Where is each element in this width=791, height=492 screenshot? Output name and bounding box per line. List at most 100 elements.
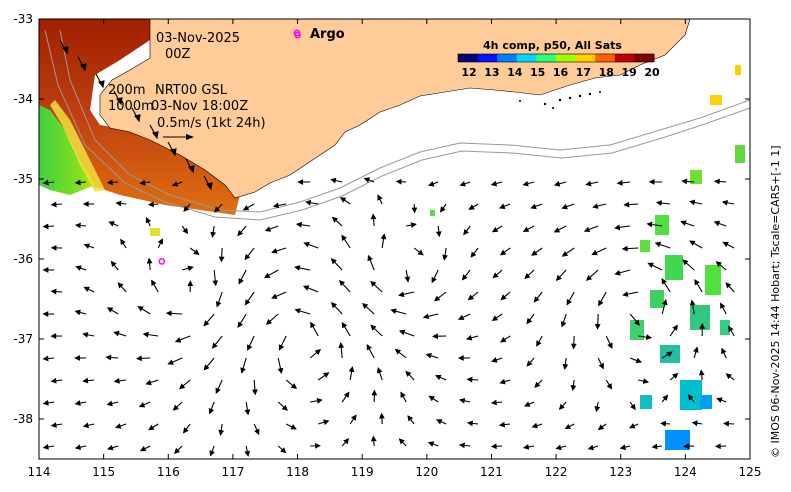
current-arrow-head (398, 329, 406, 336)
colorbar-frame (457, 53, 655, 63)
vector-scale-label: 0.5m/s (1kt 24h) (157, 116, 266, 131)
current-arrow-head (585, 274, 593, 281)
current-arrow-head (211, 342, 218, 349)
x-tick-label: 125 (739, 465, 762, 479)
colorbar-tick-label: 17 (576, 66, 591, 79)
current-arrow-head (560, 321, 567, 328)
current-arrow-head (182, 427, 189, 434)
current-arrow-head (457, 355, 464, 361)
current-arrow-head (330, 302, 337, 309)
y-tick-label: -35 (13, 172, 33, 186)
current-arrow-head (252, 389, 258, 396)
current-arrow-head (598, 299, 604, 307)
current-arrow-head (561, 203, 568, 210)
current-arrow-head (148, 424, 155, 431)
current-arrow-head (210, 231, 217, 238)
x-tick-label: 120 (415, 465, 438, 479)
current-arrow-head (42, 311, 49, 317)
current-arrow-head (370, 324, 377, 331)
current-arrow-head (431, 276, 437, 284)
y-tick-label: -36 (13, 252, 33, 266)
current-arrow-head (491, 226, 499, 233)
sst-east-patches (150, 65, 745, 450)
colorbar-tick-label: 15 (530, 66, 545, 79)
plot-frame (38, 18, 751, 460)
date-label: 03-Nov-2025 (156, 31, 240, 46)
current-arrow-head (721, 347, 727, 355)
current-arrow-head (117, 282, 124, 289)
current-arrow-head (263, 272, 271, 279)
current-arrow-head (606, 383, 613, 390)
current-arrow-head (467, 294, 475, 301)
colorbar-tick-label: 18 (599, 66, 614, 79)
current-arrow-head (142, 331, 149, 338)
current-arrow-head (209, 450, 215, 457)
current-arrow-head (42, 355, 49, 362)
current-arrow-head (237, 321, 244, 328)
current-arrow-head (188, 165, 195, 174)
current-arrow-head (290, 383, 298, 390)
current-arrow-head (526, 360, 533, 367)
current-arrow-head (240, 367, 246, 374)
x-tick-label: 123 (609, 465, 632, 479)
current-arrow-head (145, 379, 152, 386)
current-arrow-head (215, 387, 221, 394)
current-arrow-head (500, 294, 507, 301)
y-axis: -33 -34 -35 -36 -37 -38 (13, 12, 750, 426)
current-arrow-head (42, 179, 49, 186)
contour-200m (59, 29, 750, 213)
current-arrow-head (630, 403, 636, 411)
current-arrow-head (170, 148, 177, 157)
current-arrow-head (115, 423, 122, 429)
current-arrow-head (343, 438, 350, 445)
current-arrow-head (74, 355, 80, 361)
land-australia (99, 19, 691, 199)
current-arrow-head (498, 421, 505, 428)
current-arrow-head (522, 444, 530, 450)
current-arrow-head (271, 248, 278, 254)
current-arrow-head (350, 414, 357, 421)
current-arrow-head (341, 234, 347, 241)
vector-scale-arrow (163, 134, 194, 140)
current-arrow-head (683, 443, 690, 450)
current-arrow-head (439, 206, 446, 213)
current-arrow-head (167, 359, 174, 365)
current-arrow-head (536, 340, 542, 347)
current-arrow-head (435, 419, 443, 425)
current-arrow-head (672, 372, 679, 379)
sst-cool-region (39, 105, 95, 195)
current-arrow-head (728, 325, 734, 333)
current-arrow-head (553, 180, 561, 187)
current-arrow-head (410, 222, 417, 228)
current-arrow-head (367, 254, 373, 262)
nrt-label: NRT00 GSL (155, 83, 228, 98)
current-arrow-head (597, 424, 605, 431)
current-arrow-head (290, 424, 297, 430)
current-arrow-head (98, 80, 105, 89)
current-arrow-head (113, 330, 120, 337)
current-arrow-head (591, 249, 598, 256)
current-arrow-head (570, 343, 577, 350)
current-arrow-head (323, 419, 330, 426)
current-arrow-head (645, 334, 653, 340)
current-arrow-head (463, 229, 469, 236)
current-arrow-head (407, 415, 414, 422)
current-arrow-head (523, 401, 531, 407)
current-arrow-head (106, 307, 114, 313)
current-arrow-head (490, 443, 497, 450)
current-arrow-head (490, 180, 498, 187)
current-arrow-head (75, 265, 82, 271)
current-arrow-head (398, 438, 405, 445)
current-arrow-head (303, 241, 310, 248)
current-arrow-head (106, 400, 113, 407)
current-arrow-head (585, 180, 592, 187)
current-arrow-head (138, 402, 146, 408)
colorbar-tick-label: 13 (484, 66, 499, 79)
current-arrow-head (492, 272, 499, 279)
current-arrow-head (370, 280, 377, 287)
current-arrow-head (725, 282, 732, 289)
current-arrow-head (277, 367, 284, 375)
current-arrow-head (425, 353, 432, 359)
x-tick-label: 122 (545, 465, 568, 479)
current-arrow-head (182, 227, 189, 235)
